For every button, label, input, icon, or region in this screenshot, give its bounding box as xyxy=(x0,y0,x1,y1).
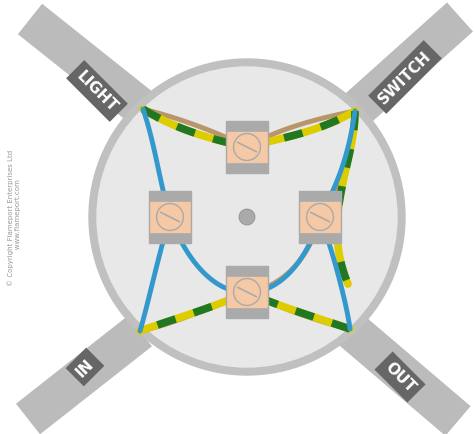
Text: IN: IN xyxy=(73,355,97,379)
FancyBboxPatch shape xyxy=(226,266,268,277)
Circle shape xyxy=(307,204,333,231)
Circle shape xyxy=(97,68,397,367)
Circle shape xyxy=(239,210,255,226)
FancyBboxPatch shape xyxy=(226,122,268,174)
FancyBboxPatch shape xyxy=(149,233,191,243)
FancyBboxPatch shape xyxy=(226,122,268,132)
FancyBboxPatch shape xyxy=(149,191,191,202)
FancyBboxPatch shape xyxy=(226,308,268,318)
Text: OUT: OUT xyxy=(382,359,418,395)
FancyBboxPatch shape xyxy=(299,191,341,243)
Text: LIGHT: LIGHT xyxy=(73,69,120,115)
FancyBboxPatch shape xyxy=(226,266,268,318)
FancyBboxPatch shape xyxy=(299,233,341,243)
Text: SWITCH: SWITCH xyxy=(376,49,434,107)
Circle shape xyxy=(234,279,260,306)
Circle shape xyxy=(89,60,405,375)
FancyBboxPatch shape xyxy=(226,163,268,174)
FancyBboxPatch shape xyxy=(149,191,191,243)
Circle shape xyxy=(156,204,183,231)
Circle shape xyxy=(234,134,260,161)
FancyBboxPatch shape xyxy=(299,191,341,202)
Text: © Copyright Flameport Enterprises Ltd
   www.flameport.com: © Copyright Flameport Enterprises Ltd ww… xyxy=(7,150,21,286)
